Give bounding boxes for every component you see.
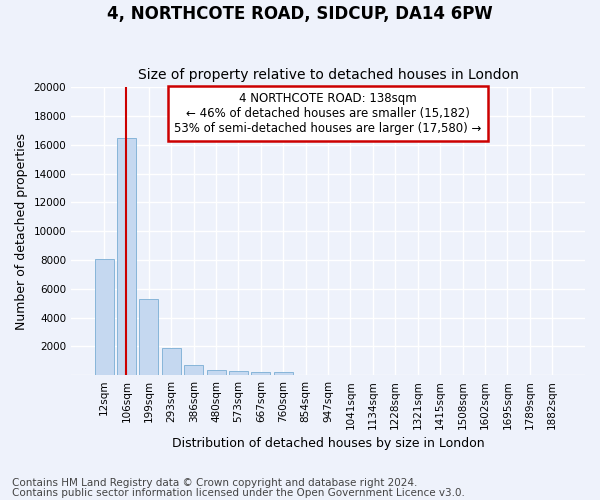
Bar	[117, 138, 136, 375]
Bar	[95, 258, 113, 375]
Text: 4, NORTHCOTE ROAD, SIDCUP, DA14 6PW: 4, NORTHCOTE ROAD, SIDCUP, DA14 6PW	[107, 5, 493, 23]
Bar	[229, 371, 248, 375]
Text: 4 NORTHCOTE ROAD: 138sqm
← 46% of detached houses are smaller (15,182)
53% of se: 4 NORTHCOTE ROAD: 138sqm ← 46% of detach…	[175, 92, 482, 134]
Bar	[274, 372, 293, 375]
Bar	[139, 299, 158, 375]
Bar	[184, 365, 203, 375]
Text: Contains public sector information licensed under the Open Government Licence v3: Contains public sector information licen…	[12, 488, 465, 498]
Bar	[251, 372, 271, 375]
Bar	[206, 370, 226, 375]
Bar	[162, 348, 181, 375]
Title: Size of property relative to detached houses in London: Size of property relative to detached ho…	[137, 68, 518, 82]
X-axis label: Distribution of detached houses by size in London: Distribution of detached houses by size …	[172, 437, 484, 450]
Text: Contains HM Land Registry data © Crown copyright and database right 2024.: Contains HM Land Registry data © Crown c…	[12, 478, 418, 488]
Y-axis label: Number of detached properties: Number of detached properties	[15, 132, 28, 330]
